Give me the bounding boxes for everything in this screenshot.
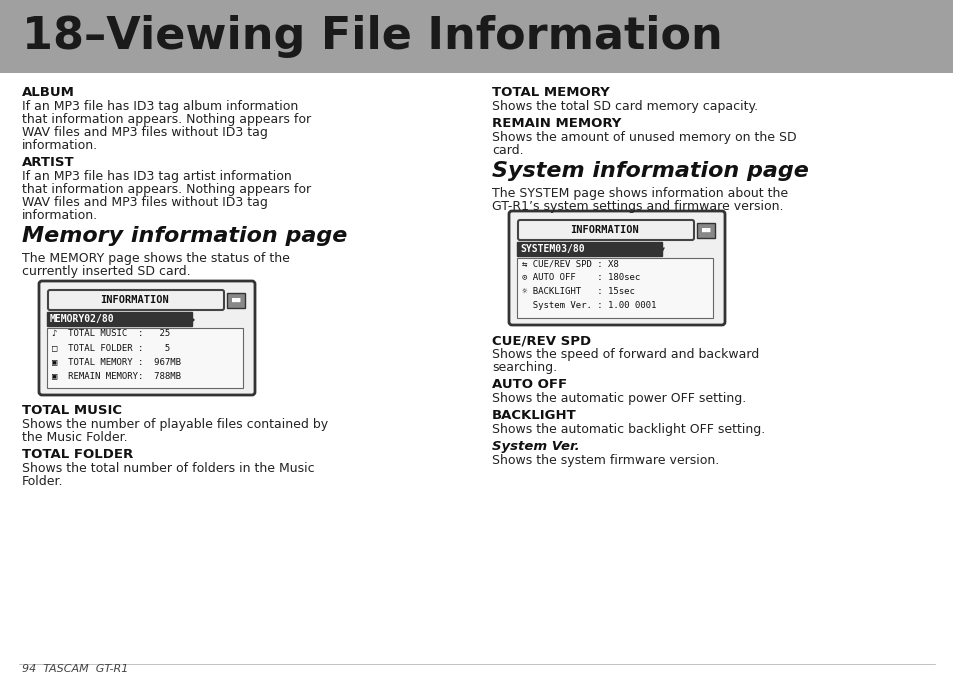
Text: Folder.: Folder. bbox=[22, 475, 64, 488]
Text: ▣  TOTAL MEMORY :  967MB: ▣ TOTAL MEMORY : 967MB bbox=[52, 357, 181, 366]
Text: 18–Viewing File Information: 18–Viewing File Information bbox=[22, 16, 722, 58]
Text: that information appears. Nothing appears for: that information appears. Nothing appear… bbox=[22, 113, 311, 126]
Text: information.: information. bbox=[22, 209, 98, 222]
Text: Shows the number of playable files contained by: Shows the number of playable files conta… bbox=[22, 418, 328, 431]
Text: System Ver.: System Ver. bbox=[492, 440, 579, 453]
Text: 94  TASCAM  GT-R1: 94 TASCAM GT-R1 bbox=[22, 664, 129, 674]
Text: ALBUM: ALBUM bbox=[22, 86, 74, 99]
Text: Shows the amount of unused memory on the SD: Shows the amount of unused memory on the… bbox=[492, 131, 796, 144]
Text: Shows the automatic backlight OFF setting.: Shows the automatic backlight OFF settin… bbox=[492, 423, 764, 436]
Text: ▼: ▼ bbox=[659, 244, 664, 254]
Text: the Music Folder.: the Music Folder. bbox=[22, 431, 128, 444]
Text: REMAIN MEMORY: REMAIN MEMORY bbox=[492, 117, 620, 130]
Text: System information page: System information page bbox=[492, 161, 808, 181]
Text: CUE/REV SPD: CUE/REV SPD bbox=[492, 334, 591, 347]
Text: Shows the total number of folders in the Music: Shows the total number of folders in the… bbox=[22, 462, 314, 475]
Text: □  TOTAL FOLDER :    5: □ TOTAL FOLDER : 5 bbox=[52, 344, 170, 353]
Text: BACKLIGHT: BACKLIGHT bbox=[492, 409, 577, 422]
Text: INFORMATION: INFORMATION bbox=[570, 225, 639, 235]
Text: ARTIST: ARTIST bbox=[22, 156, 74, 169]
FancyBboxPatch shape bbox=[517, 220, 693, 240]
Text: TOTAL MEMORY: TOTAL MEMORY bbox=[492, 86, 609, 99]
Text: ⇆ CUE/REV SPD : X8: ⇆ CUE/REV SPD : X8 bbox=[521, 259, 618, 268]
FancyBboxPatch shape bbox=[517, 242, 661, 256]
FancyBboxPatch shape bbox=[227, 293, 245, 308]
Text: INFORMATION: INFORMATION bbox=[100, 295, 170, 305]
Text: ▣  REMAIN MEMORY:  788MB: ▣ REMAIN MEMORY: 788MB bbox=[52, 372, 181, 381]
FancyBboxPatch shape bbox=[47, 328, 243, 388]
Text: TOTAL FOLDER: TOTAL FOLDER bbox=[22, 448, 133, 461]
Text: WAV files and MP3 files without ID3 tag: WAV files and MP3 files without ID3 tag bbox=[22, 126, 268, 139]
Text: AUTO OFF: AUTO OFF bbox=[492, 378, 566, 391]
Text: SYSTEM03/80: SYSTEM03/80 bbox=[519, 244, 584, 254]
Text: Shows the total SD card memory capacity.: Shows the total SD card memory capacity. bbox=[492, 100, 758, 113]
Text: If an MP3 file has ID3 tag artist information: If an MP3 file has ID3 tag artist inform… bbox=[22, 170, 292, 183]
Text: Shows the system firmware version.: Shows the system firmware version. bbox=[492, 454, 719, 467]
Text: GT-R1’s system settings and firmware version.: GT-R1’s system settings and firmware ver… bbox=[492, 200, 782, 213]
Text: Memory information page: Memory information page bbox=[22, 226, 347, 246]
Text: information.: information. bbox=[22, 139, 98, 152]
Text: ◆: ◆ bbox=[190, 314, 194, 324]
Text: The MEMORY page shows the status of the: The MEMORY page shows the status of the bbox=[22, 252, 290, 265]
Text: ■■: ■■ bbox=[232, 297, 240, 303]
FancyBboxPatch shape bbox=[48, 290, 224, 310]
Text: System Ver. : 1.00 0001: System Ver. : 1.00 0001 bbox=[521, 302, 656, 311]
Text: Shows the speed of forward and backward: Shows the speed of forward and backward bbox=[492, 348, 759, 361]
Text: ■■: ■■ bbox=[701, 227, 709, 233]
Text: card.: card. bbox=[492, 144, 523, 157]
Text: WAV files and MP3 files without ID3 tag: WAV files and MP3 files without ID3 tag bbox=[22, 196, 268, 209]
Text: The SYSTEM page shows information about the: The SYSTEM page shows information about … bbox=[492, 187, 787, 200]
Text: TOTAL MUSIC: TOTAL MUSIC bbox=[22, 404, 122, 417]
FancyBboxPatch shape bbox=[39, 281, 254, 395]
Text: currently inserted SD card.: currently inserted SD card. bbox=[22, 265, 191, 278]
FancyBboxPatch shape bbox=[0, 0, 953, 73]
Text: Shows the automatic power OFF setting.: Shows the automatic power OFF setting. bbox=[492, 392, 745, 405]
Text: ☼ BACKLIGHT   : 15sec: ☼ BACKLIGHT : 15sec bbox=[521, 287, 634, 296]
FancyBboxPatch shape bbox=[47, 312, 192, 326]
Text: that information appears. Nothing appears for: that information appears. Nothing appear… bbox=[22, 183, 311, 196]
Text: MEMORY02/80: MEMORY02/80 bbox=[50, 314, 114, 324]
Text: searching.: searching. bbox=[492, 361, 557, 374]
FancyBboxPatch shape bbox=[697, 223, 714, 238]
Text: ♪  TOTAL MUSIC  :   25: ♪ TOTAL MUSIC : 25 bbox=[52, 329, 170, 338]
Text: ⊙ AUTO OFF    : 180sec: ⊙ AUTO OFF : 180sec bbox=[521, 274, 639, 283]
FancyBboxPatch shape bbox=[509, 211, 724, 325]
FancyBboxPatch shape bbox=[517, 258, 712, 318]
Text: If an MP3 file has ID3 tag album information: If an MP3 file has ID3 tag album informa… bbox=[22, 100, 298, 113]
